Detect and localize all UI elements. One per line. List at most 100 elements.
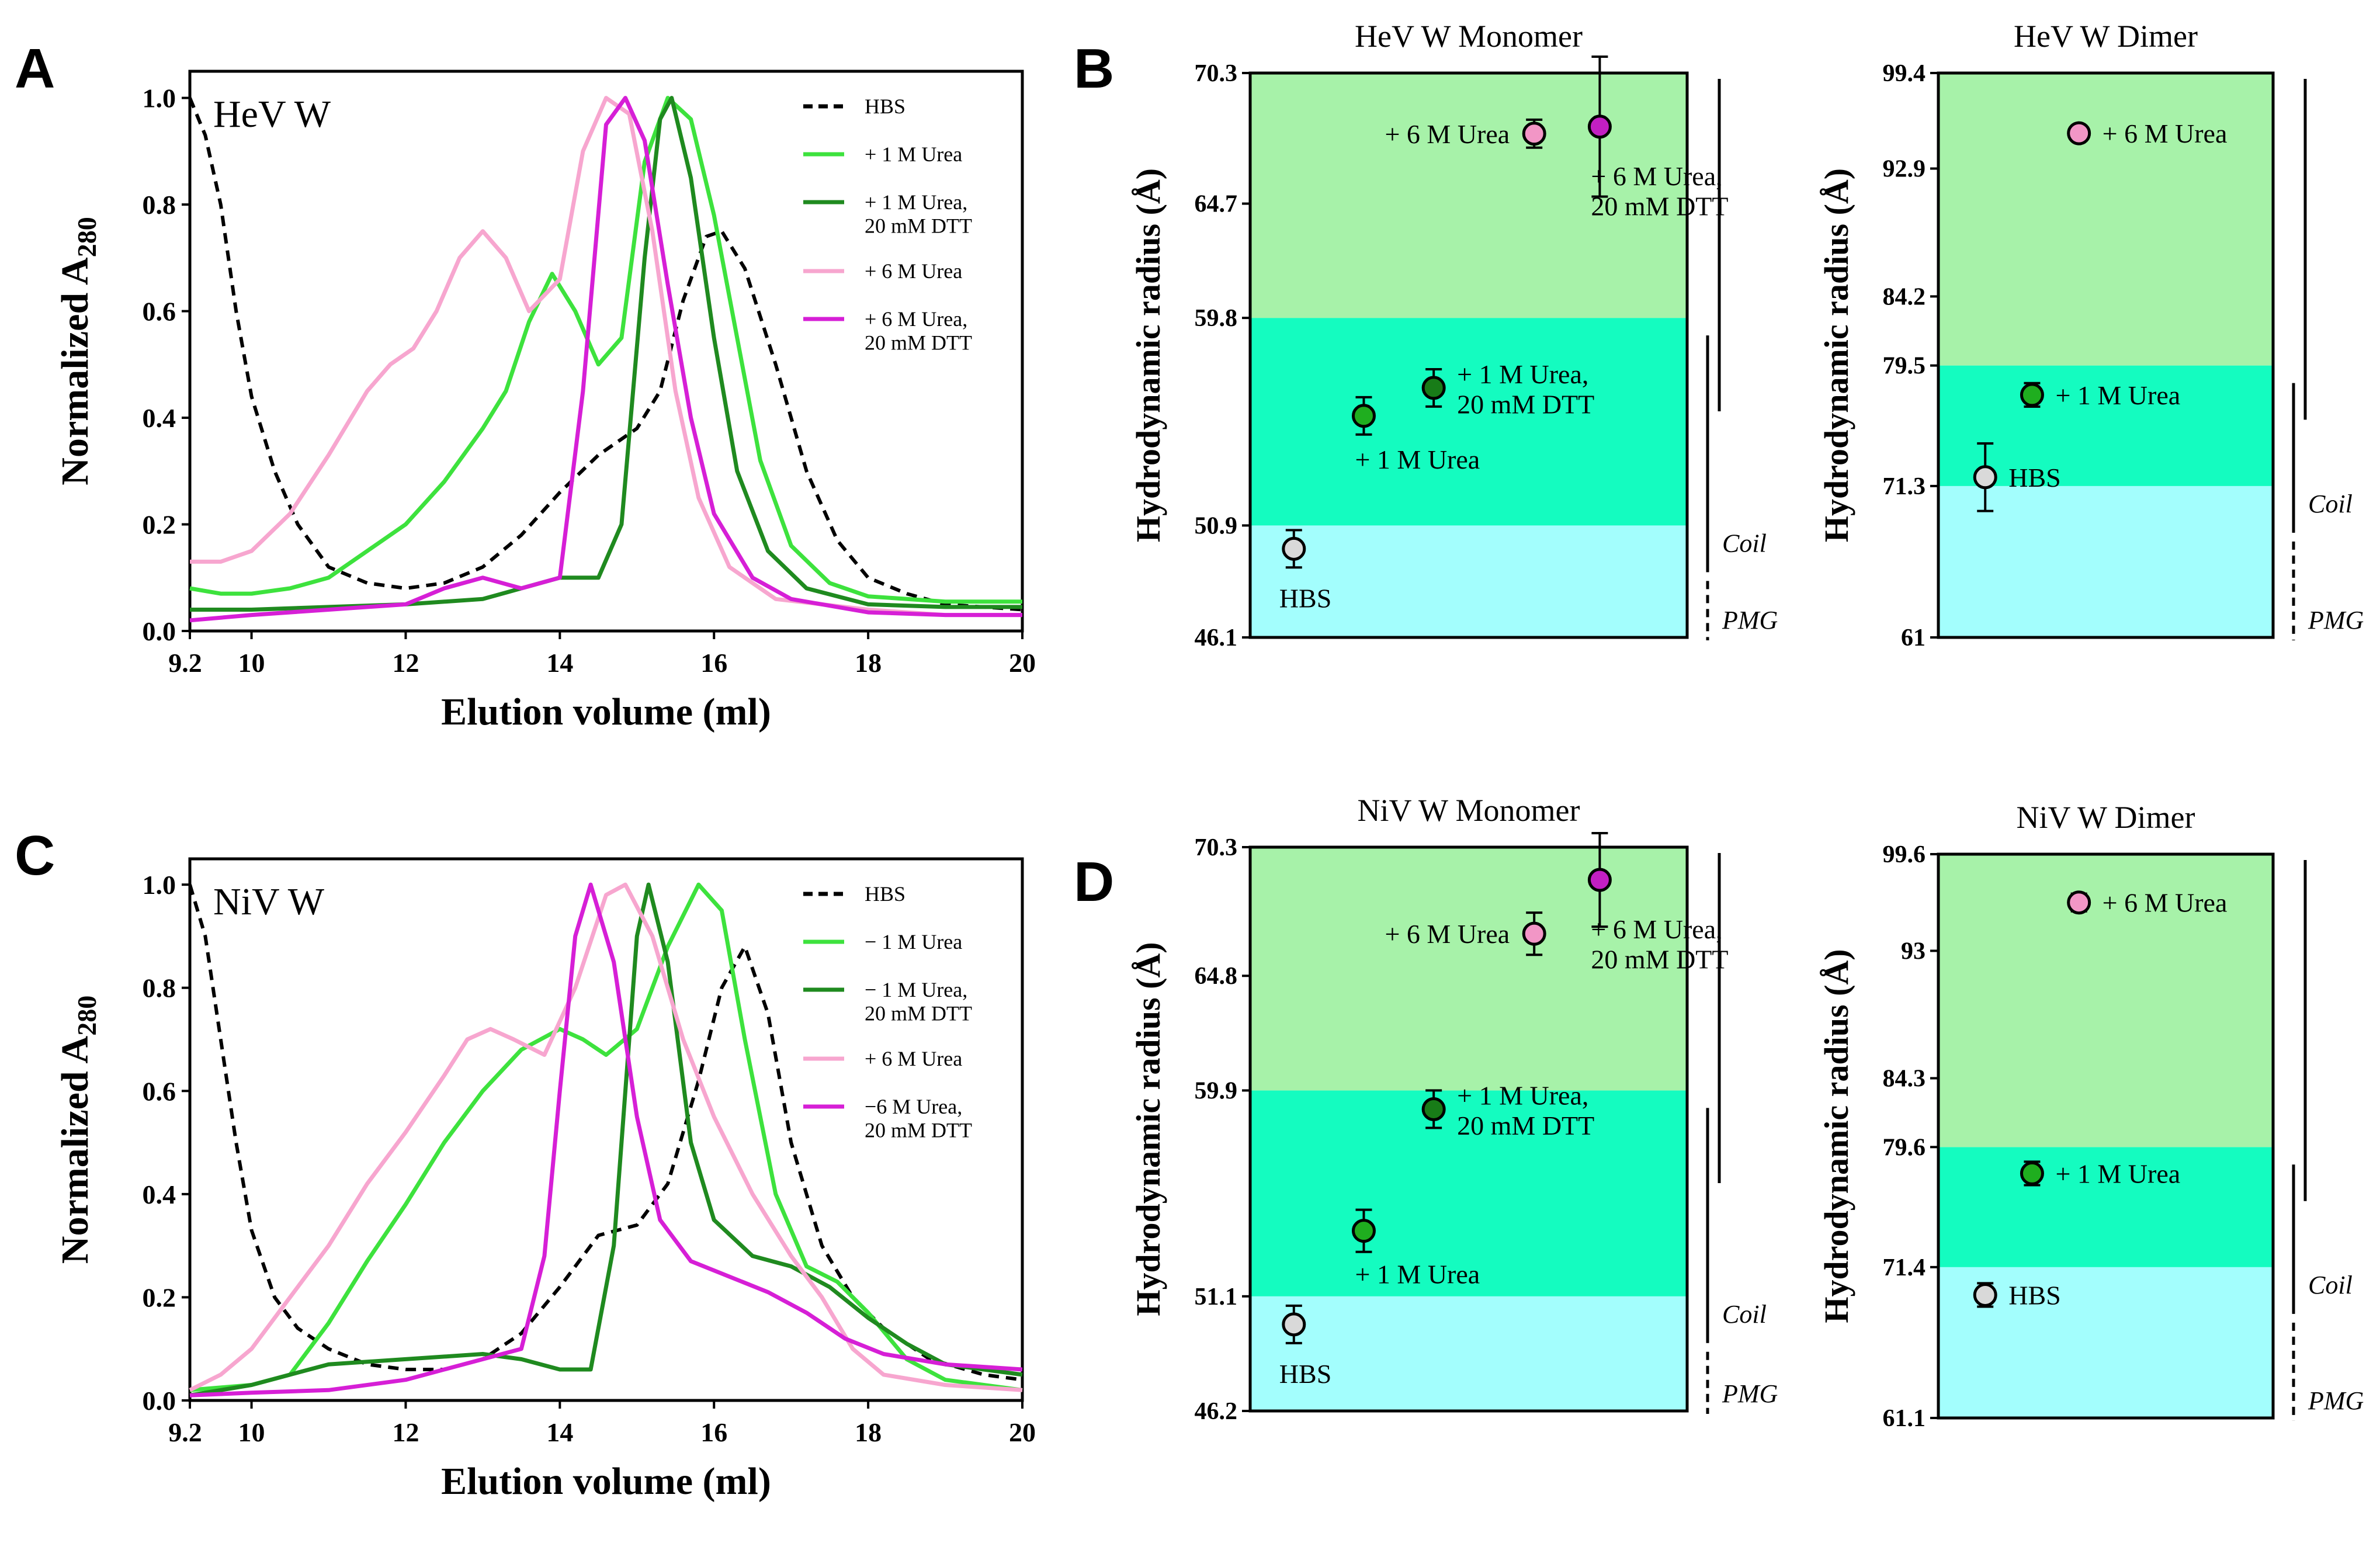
region-band bbox=[1250, 318, 1687, 526]
data-point-urea1 bbox=[1351, 1219, 1376, 1243]
y-tick-label: 0.8 bbox=[143, 973, 176, 1003]
data-point-urea1 bbox=[2020, 383, 2044, 407]
y-axis-title: Hydrodynamic radius (Å) bbox=[1817, 949, 1855, 1323]
legend-label-urea6dtt-line-0: + 6 M Urea, bbox=[865, 307, 967, 331]
y-tick-label: 64.8 bbox=[1195, 963, 1238, 990]
pmg-label: PMG bbox=[1722, 606, 1778, 634]
y-tick-label: 0.2 bbox=[143, 1282, 176, 1312]
chart-title: HeV W Monomer bbox=[1355, 19, 1583, 54]
y-tick-label: 1.0 bbox=[143, 870, 176, 900]
data-point-hbs bbox=[1282, 1312, 1306, 1337]
y-tick-label: 59.8 bbox=[1195, 305, 1238, 332]
region-band bbox=[1938, 854, 2273, 1147]
point-label-urea6-line-0: + 6 M Urea bbox=[2103, 119, 2228, 148]
region-band bbox=[1250, 1090, 1687, 1296]
point-label-urea1-line-0: + 1 M Urea bbox=[1355, 445, 1480, 474]
y-axis-title-subscript: 280 bbox=[72, 217, 102, 257]
x-tick-label: 12 bbox=[392, 648, 419, 678]
y-tick-label: 64.7 bbox=[1195, 191, 1238, 218]
data-point-urea1 bbox=[1351, 404, 1376, 428]
y-axis-title: Normalized A280 bbox=[54, 217, 102, 485]
point-label-urea1dtt-line-1: 20 mM DTT bbox=[1457, 1111, 1594, 1140]
plot-frame bbox=[1248, 71, 1689, 639]
legend-label-urea1dtt-line-1: 20 mM DTT bbox=[865, 1001, 972, 1025]
legend-label-hbs-line-0: HBS bbox=[865, 95, 905, 118]
region-band bbox=[1250, 1296, 1687, 1411]
legend-label-urea6dtt-line-1: 20 mM DTT bbox=[865, 331, 972, 354]
y-axis-title: Normalized A280 bbox=[54, 996, 102, 1264]
y-tick-label: 79.5 bbox=[1883, 353, 1926, 380]
x-tick-label: 18 bbox=[855, 1417, 882, 1447]
pmg-label: PMG bbox=[1722, 1379, 1778, 1408]
y-tick-label: 0.0 bbox=[143, 616, 176, 646]
y-tick-label: 1.0 bbox=[143, 84, 176, 113]
point-label-urea1dtt-line-0: + 1 M Urea, bbox=[1457, 359, 1588, 389]
plot-frame bbox=[188, 70, 1024, 633]
series-line-urea6dtt bbox=[189, 882, 1023, 1398]
data-point-urea6dtt bbox=[1587, 868, 1612, 892]
y-tick-label: 92.9 bbox=[1883, 156, 1926, 183]
y-tick-label: 0.4 bbox=[143, 1180, 176, 1209]
inset-label: NiV W bbox=[213, 880, 325, 923]
point-label-urea6dtt-line-0: + 6 M Urea, bbox=[1591, 161, 1722, 191]
region-band bbox=[1938, 365, 2273, 486]
x-tick-label: 9.2 bbox=[168, 1417, 202, 1447]
series-line-urea6 bbox=[189, 882, 1023, 1392]
point-label-urea1dtt-line-0: + 1 M Urea, bbox=[1457, 1080, 1588, 1110]
chart-title: HeV W Dimer bbox=[2014, 19, 2198, 54]
panel-label-c: C bbox=[15, 824, 55, 887]
y-tick-label: 46.1 bbox=[1195, 625, 1238, 651]
coil-label: Coil bbox=[2308, 490, 2353, 518]
point-label-urea6dtt-line-1: 20 mM DTT bbox=[1591, 945, 1728, 975]
series-line-hbs bbox=[188, 884, 1023, 1382]
legend-label-urea1-line-0: − 1 M Urea bbox=[865, 930, 962, 953]
y-tick-label: 61.1 bbox=[1883, 1405, 1926, 1432]
series-line-urea6 bbox=[190, 96, 1022, 618]
point-label-urea6-line-0: + 6 M Urea bbox=[1385, 919, 1510, 949]
x-tick-label: 20 bbox=[1009, 648, 1036, 678]
point-label-urea6dtt-line-1: 20 mM DTT bbox=[1591, 191, 1728, 221]
data-point-urea6 bbox=[1522, 921, 1546, 946]
y-tick-label: 0.0 bbox=[143, 1386, 176, 1416]
x-tick-label: 16 bbox=[700, 1417, 727, 1447]
y-tick-label: 0.4 bbox=[143, 403, 176, 433]
series-line-hbs bbox=[188, 97, 1023, 612]
legend-label-urea1dtt-line-0: − 1 M Urea, bbox=[865, 978, 967, 1001]
plot-frame bbox=[1937, 852, 2275, 1420]
x-tick-label: 16 bbox=[700, 648, 727, 678]
chart-title: NiV W Dimer bbox=[2017, 800, 2195, 835]
data-point-urea1 bbox=[2020, 1161, 2044, 1185]
region-band bbox=[1938, 73, 2273, 366]
data-point-hbs bbox=[1973, 1282, 1997, 1307]
region-band bbox=[1938, 486, 2273, 637]
point-label-urea1dtt-line-1: 20 mM DTT bbox=[1457, 389, 1594, 419]
region-band bbox=[1250, 847, 1687, 1091]
y-tick-label: 0.8 bbox=[143, 190, 176, 220]
point-label-hbs-line-0: HBS bbox=[2008, 1280, 2060, 1310]
legend-label-urea6dtt-line-0: −6 M Urea, bbox=[865, 1095, 962, 1118]
y-axis-title: Hydrodynamic radius (Å) bbox=[1129, 942, 1167, 1316]
y-tick-label: 70.3 bbox=[1195, 60, 1238, 87]
data-point-hbs bbox=[1973, 465, 1997, 490]
legend-label-urea1dtt-line-1: 20 mM DTT bbox=[865, 214, 972, 237]
y-axis-title: Hydrodynamic radius (Å) bbox=[1129, 168, 1167, 542]
x-tick-label: 10 bbox=[238, 1417, 265, 1447]
y-tick-label: 99.6 bbox=[1883, 841, 1926, 868]
data-point-urea6 bbox=[1522, 122, 1546, 146]
legend-label-urea1dtt-line-0: + 1 M Urea, bbox=[865, 190, 967, 214]
point-label-urea1-line-0: + 1 M Urea bbox=[2055, 380, 2180, 410]
y-tick-label: 50.9 bbox=[1195, 512, 1238, 539]
data-point-urea6 bbox=[2067, 890, 2091, 915]
inset-label: HeV W bbox=[213, 93, 331, 136]
chart-c: 9.2 10 12 14 16 18 20 0.0 0.2 0.4 0.6 0.8 1.0 Elution… bbox=[54, 857, 1036, 1503]
region-band bbox=[1938, 1147, 2273, 1267]
x-tick-label: 20 bbox=[1009, 1417, 1036, 1447]
y-tick-label: 59.9 bbox=[1195, 1077, 1238, 1104]
point-label-hbs-line-0: HBS bbox=[1279, 583, 1331, 613]
y-tick-label: 0.2 bbox=[143, 510, 176, 540]
y-tick-label: 61 bbox=[1901, 625, 1925, 651]
y-tick-label: 79.6 bbox=[1883, 1134, 1926, 1161]
series-line-urea6dtt bbox=[189, 96, 1022, 623]
x-axis-title: Elution volume (ml) bbox=[441, 691, 771, 733]
y-axis-title: Hydrodynamic radius (Å) bbox=[1817, 168, 1855, 542]
